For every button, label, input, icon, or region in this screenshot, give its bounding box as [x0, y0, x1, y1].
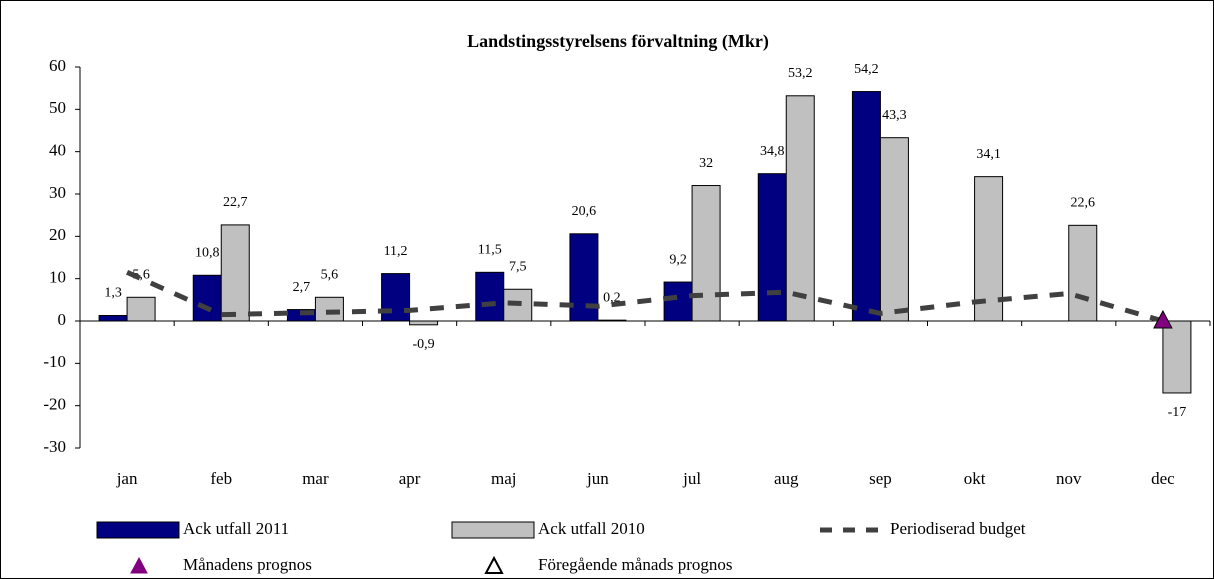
bar [126, 296, 156, 322]
data-label: 1,3 [104, 286, 122, 301]
line [126, 270, 1164, 324]
x-tick-label: feb [210, 469, 232, 488]
data-label: 20,6 [572, 204, 597, 219]
bar [691, 185, 721, 322]
x-tick-label: apr [399, 469, 421, 488]
bar [851, 91, 881, 322]
data-label: 43,3 [882, 108, 907, 123]
data-label: 9,2 [669, 252, 687, 267]
bar [192, 274, 222, 322]
data-label: -0,9 [412, 337, 434, 352]
data-label: 10,8 [195, 245, 220, 260]
y-tick-label: 30 [49, 183, 66, 202]
bar [879, 137, 909, 322]
data-label: 34,8 [760, 144, 785, 159]
y-tick-label: 20 [49, 225, 66, 244]
legend-swatch [451, 521, 535, 539]
x-tick-label: dec [1151, 469, 1175, 488]
bar [974, 176, 1004, 322]
legend-label: Ack utfall 2010 [538, 519, 645, 538]
bar [381, 273, 411, 322]
x-tick-label: nov [1056, 469, 1082, 488]
y-tick-label: 40 [49, 141, 66, 160]
data-label: 22,7 [223, 195, 248, 210]
x-tick-label: okt [964, 469, 986, 488]
x-tick-label: jan [116, 469, 138, 488]
y-tick-label: 60 [49, 56, 66, 75]
data-label: 54,2 [854, 62, 879, 77]
x-tick-label: jun [586, 469, 609, 488]
legend-label: Föregående månads prognos [538, 555, 733, 574]
data-label: 7,5 [509, 259, 527, 274]
y-tick-label: -20 [43, 395, 66, 414]
x-tick-label: jul [682, 469, 701, 488]
bar [757, 173, 787, 322]
bar [475, 271, 505, 322]
y-tick-label: 10 [49, 268, 66, 287]
data-label: 11,2 [384, 244, 408, 259]
bar [220, 224, 250, 322]
data-label: 22,6 [1071, 196, 1096, 211]
bar [314, 296, 344, 322]
legend-swatch [96, 521, 180, 539]
legend-swatch [130, 556, 148, 574]
y-tick-label: 0 [58, 310, 67, 329]
bar [1068, 224, 1098, 322]
x-tick-label: maj [491, 469, 517, 488]
bar [1162, 320, 1192, 394]
data-label: 32 [699, 156, 713, 171]
data-label: 53,2 [788, 66, 813, 81]
legend-label: Månadens prognos [183, 555, 312, 574]
bar [597, 319, 627, 322]
data-label: 11,5 [478, 243, 502, 258]
marker [1153, 309, 1173, 329]
y-tick-label: -10 [43, 352, 66, 371]
legend-label: Periodiserad budget [890, 519, 1026, 538]
data-label: 2,7 [293, 280, 311, 295]
bar [663, 281, 693, 322]
bar [409, 320, 439, 326]
legend-swatch [484, 555, 504, 574]
x-tick-label: sep [869, 469, 892, 488]
data-label: -17 [1168, 405, 1187, 420]
x-tick-label: aug [774, 469, 799, 488]
data-label: 5,6 [321, 268, 339, 283]
x-tick-label: mar [302, 469, 329, 488]
bar [785, 95, 815, 322]
y-tick-label: 50 [49, 98, 66, 117]
chart-title: Landstingsstyrelsens förvaltning (Mkr) [467, 31, 769, 52]
data-label: 34,1 [976, 147, 1001, 162]
legend-label: Ack utfall 2011 [183, 519, 289, 538]
y-tick-label: -30 [43, 437, 66, 456]
bar [98, 314, 128, 322]
